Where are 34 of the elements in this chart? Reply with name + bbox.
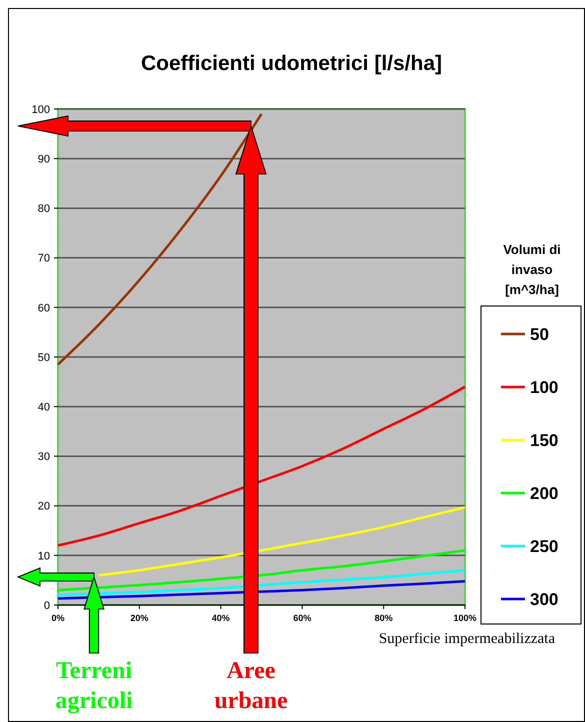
y-tick-label: 10 — [38, 550, 50, 562]
legend-title: Volumi di invaso [m^3/ha] — [503, 242, 561, 297]
legend-label: 100 — [530, 378, 558, 397]
chart-title: Coefficienti udometrici [l/s/ha] — [140, 52, 442, 75]
y-tick-label: 90 — [38, 153, 50, 166]
line-series — [56, 569, 466, 596]
line-series — [56, 112, 263, 366]
line-series — [56, 386, 466, 547]
y-tick-label: 60 — [38, 302, 50, 314]
y-tick-label: 70 — [38, 252, 50, 265]
x-tick-label: 80% — [374, 613, 393, 623]
y-tick-label: 40 — [38, 401, 50, 414]
y-tick-label: 30 — [38, 451, 50, 464]
legend-label: 300 — [530, 590, 558, 609]
line-series — [97, 506, 466, 576]
y-tick-label: 20 — [38, 500, 50, 513]
x-tick-label: 20% — [130, 613, 148, 623]
y-tick-label: 100 — [32, 104, 50, 116]
x-tick-label: 0% — [51, 613, 65, 623]
x-tick-label: 60% — [293, 613, 312, 623]
y-tick-label: 80 — [38, 203, 50, 216]
legend-label: 50 — [530, 324, 549, 344]
legend-label: 200 — [530, 484, 558, 503]
x-tick-label: 100% — [453, 613, 477, 623]
text: Terreni agricoli — [55, 658, 133, 714]
line-series — [56, 549, 466, 592]
line-series — [56, 580, 466, 600]
x-tick-label: 40% — [212, 613, 230, 623]
legend-label: 250 — [530, 536, 558, 556]
legend-label: 150 — [530, 430, 558, 450]
x-axis-title: Superficie impermeabilizzata — [378, 631, 556, 647]
y-tick-label: 50 — [38, 352, 50, 364]
text: Aree urbane — [214, 658, 288, 714]
y-tick-label: 0 — [44, 600, 50, 612]
